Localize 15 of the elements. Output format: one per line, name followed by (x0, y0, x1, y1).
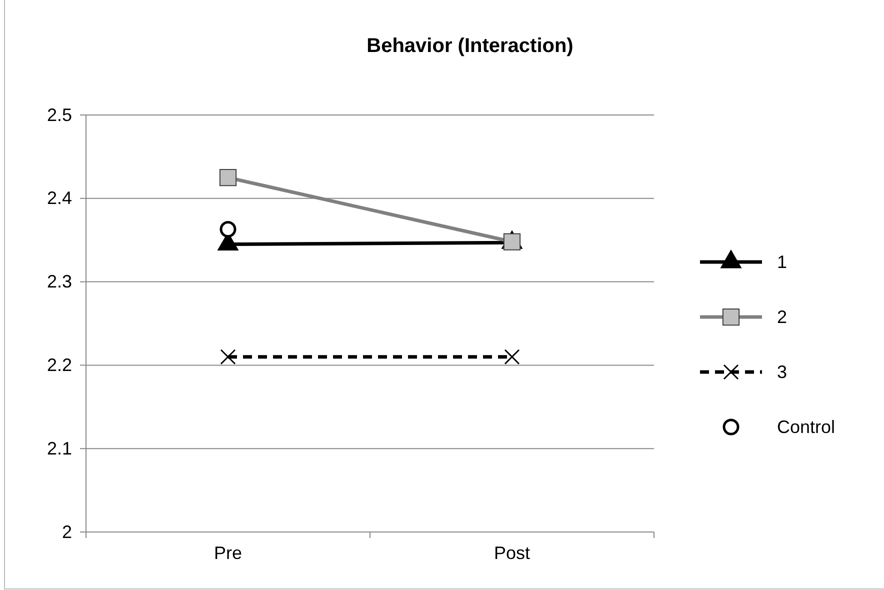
legend-label: 3 (777, 362, 788, 382)
legend-label: 1 (777, 252, 788, 272)
x-tick-label: Pre (214, 542, 242, 563)
x-tick-label: Post (494, 542, 530, 563)
legend-label: 2 (777, 307, 788, 327)
y-tick-label: 2 (62, 522, 72, 542)
point (504, 349, 520, 365)
legend-label: Control (777, 417, 836, 437)
y-tick-label: 2.4 (46, 188, 72, 208)
y-tick-label: 2.2 (46, 354, 72, 375)
point (220, 349, 236, 365)
y-tick-label: 2.1 (46, 438, 72, 458)
chart-title: Behavior (Interaction) (366, 35, 574, 57)
y-tick-label: 2.5 (46, 104, 72, 125)
y-tick-label: 2.3 (46, 272, 72, 292)
